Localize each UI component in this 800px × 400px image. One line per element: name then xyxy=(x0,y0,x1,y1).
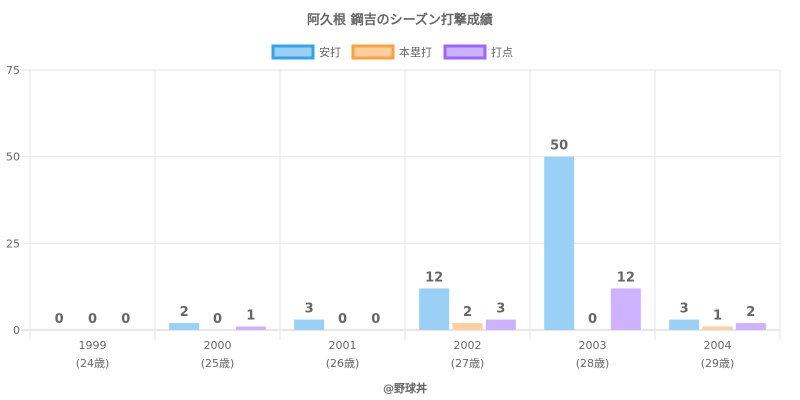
data-label: 0 xyxy=(371,312,380,327)
data-label: 2 xyxy=(180,305,189,320)
data-label: 0 xyxy=(88,312,97,327)
data-label: 0 xyxy=(338,312,347,327)
bar xyxy=(169,323,200,330)
footer-credit: @野球丼 xyxy=(383,381,427,395)
data-label: 0 xyxy=(213,312,222,327)
data-label: 50 xyxy=(550,139,568,154)
y-tick-label: 25 xyxy=(6,237,20,250)
data-label: 1 xyxy=(246,309,255,324)
legend: 安打 本塁打 打点 xyxy=(271,44,513,60)
x-tick-label: 1999 xyxy=(79,339,107,352)
x-tick-sublabel: (24歳) xyxy=(76,357,110,370)
data-label: 3 xyxy=(680,302,689,317)
data-label: 12 xyxy=(425,270,443,285)
data-label: 0 xyxy=(121,312,130,327)
x-tick-sublabel: (27歳) xyxy=(451,357,485,370)
x-tick-sublabel: (28歳) xyxy=(576,357,610,370)
data-labels: 0 2 3 12 50 3 0 0 0 2 0 1 0 1 0 3 12 2 xyxy=(55,139,756,327)
legend-label: 本塁打 xyxy=(399,45,432,59)
x-tick-sublabel: (26歳) xyxy=(326,357,360,370)
bar xyxy=(235,326,266,330)
data-label: 12 xyxy=(617,270,635,285)
bar xyxy=(544,156,575,330)
bar xyxy=(610,288,641,330)
bar xyxy=(702,326,733,330)
data-label: 3 xyxy=(496,302,505,317)
y-tick-label: 50 xyxy=(6,151,20,164)
legend-swatch xyxy=(443,44,487,60)
grid xyxy=(22,69,781,340)
x-tick-sublabel: (25歳) xyxy=(201,357,235,370)
data-label: 2 xyxy=(746,305,755,320)
x-tick-label: 2000 xyxy=(204,339,232,352)
x-tick-label: 2002 xyxy=(454,339,482,352)
y-axis: 0 25 50 75 xyxy=(6,64,20,337)
x-tick-label: 2004 xyxy=(704,339,732,352)
x-tick-sublabel: (29歳) xyxy=(701,357,735,370)
legend-swatch xyxy=(271,44,315,60)
y-tick-label: 0 xyxy=(13,324,20,337)
x-tick-label: 2001 xyxy=(329,339,357,352)
legend-label: 打点 xyxy=(491,45,513,59)
data-label: 0 xyxy=(588,312,597,327)
bars xyxy=(169,156,766,330)
chart-title: 阿久根 鋼吉のシーズン打撃成績 xyxy=(307,12,493,28)
bar xyxy=(452,323,483,330)
bar xyxy=(669,319,700,330)
x-axis: 1999 (24歳) 2000 (25歳) 2001 (26歳) 2002 (27歳) 2003… xyxy=(76,339,735,370)
data-label: 3 xyxy=(305,302,314,317)
y-tick-label: 75 xyxy=(6,64,20,77)
data-label: 0 xyxy=(55,312,64,327)
legend-swatch xyxy=(351,44,395,60)
x-tick-label: 2003 xyxy=(579,339,607,352)
data-label: 1 xyxy=(713,309,722,324)
bar xyxy=(735,323,766,330)
data-label: 2 xyxy=(463,305,472,320)
legend-label: 安打 xyxy=(319,45,341,59)
bar xyxy=(294,319,325,330)
bar xyxy=(485,319,516,330)
bar xyxy=(419,288,450,330)
